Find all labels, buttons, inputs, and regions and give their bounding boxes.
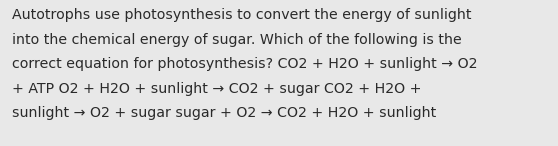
Text: Autotrophs use photosynthesis to convert the energy of sunlight: Autotrophs use photosynthesis to convert… <box>12 8 472 22</box>
Text: sunlight → O2 + sugar sugar + O2 → CO2 + H2O + sunlight: sunlight → O2 + sugar sugar + O2 → CO2 +… <box>12 106 436 120</box>
Text: correct equation for photosynthesis? CO2 + H2O + sunlight → O2: correct equation for photosynthesis? CO2… <box>12 57 478 71</box>
Text: + ATP O2 + H2O + sunlight → CO2 + sugar CO2 + H2O +: + ATP O2 + H2O + sunlight → CO2 + sugar … <box>12 81 421 95</box>
Text: into the chemical energy of sugar. Which of the following is the: into the chemical energy of sugar. Which… <box>12 33 462 46</box>
